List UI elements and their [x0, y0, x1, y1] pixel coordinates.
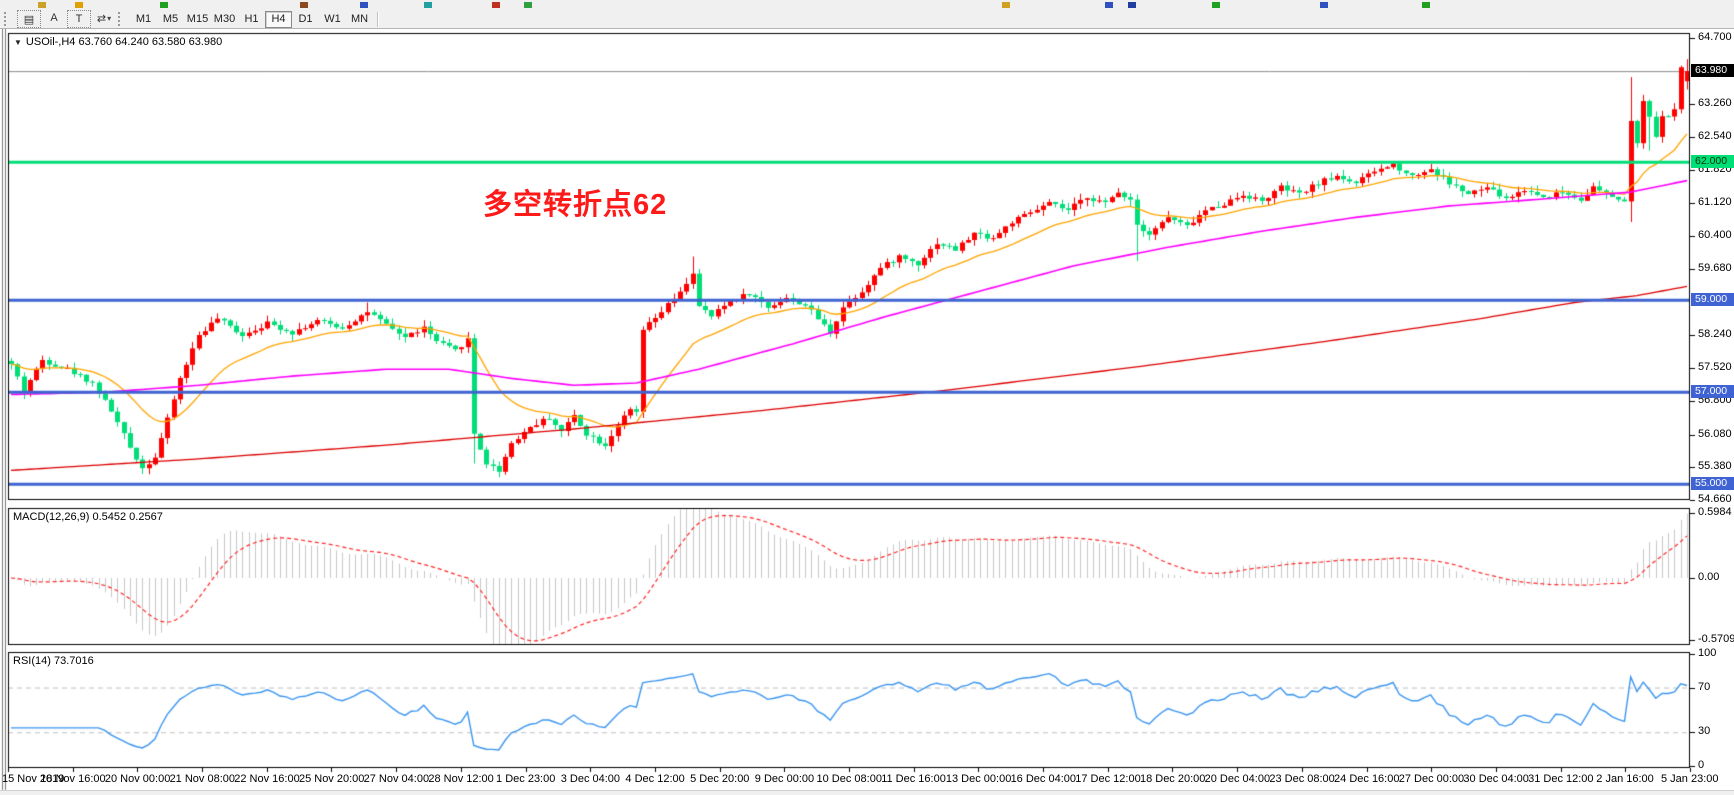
- price-level-tag: 57.000: [1691, 385, 1734, 399]
- x-axis-label: 11 Dec 16:00: [881, 773, 946, 785]
- price-tick-label: 60.400: [1698, 228, 1732, 241]
- price-level-tag: 55.000: [1691, 477, 1734, 491]
- x-axis-label: 5 Dec 20:00: [690, 773, 750, 785]
- text-annotation-icon[interactable]: A: [50, 12, 58, 24]
- price-tick-label: 56.080: [1698, 427, 1732, 440]
- symbol-ohlc-text: USOil-,H4 63.760 64.240 63.580 63.980: [25, 36, 223, 48]
- toolbar-separator: [377, 11, 379, 27]
- timeframe-button-m5[interactable]: M5: [162, 13, 179, 25]
- x-axis-label: 5 Jan 23:00: [1661, 773, 1719, 785]
- x-axis-label: 3 Dec 04:00: [560, 773, 621, 785]
- text-label-icon[interactable]: T: [67, 10, 91, 28]
- x-axis-label: 1 Dec 23:00: [496, 773, 556, 785]
- macd-tick-label: 0.00: [1698, 571, 1720, 583]
- x-axis-label: 31 Dec 12:00: [1528, 773, 1594, 785]
- clipped-icon: [300, 2, 308, 8]
- x-axis-label: 17 Dec 12:00: [1075, 773, 1141, 785]
- x-axis-label: 23 Dec 08:00: [1269, 773, 1335, 785]
- x-axis-label: 22 Nov 16:00: [234, 773, 300, 785]
- symbol-ohlc-line[interactable]: ▼ USOil-,H4 63.760 64.240 63.580 63.980: [14, 36, 222, 48]
- price-tick-label: 57.520: [1698, 361, 1732, 374]
- price-tick-label: 54.660: [1698, 492, 1732, 505]
- price-tick-label: 55.380: [1698, 459, 1732, 472]
- price-tick-label: 59.680: [1698, 261, 1732, 274]
- timeframe-button-m30[interactable]: M30: [213, 13, 236, 25]
- clipped-icon: [492, 2, 500, 8]
- macd-tick-label: 0.5984: [1698, 506, 1732, 518]
- price-level-tag: 59.000: [1691, 293, 1734, 307]
- price-tick-label: 58.240: [1698, 328, 1732, 341]
- template-grid-icon[interactable]: ▤: [17, 10, 41, 28]
- timeframe-button-mn[interactable]: MN: [350, 13, 369, 25]
- clipped-icon: [38, 2, 46, 8]
- price-tick-label: 62.540: [1698, 130, 1732, 143]
- window-bottom-strip: [0, 790, 1734, 795]
- rsi-tick-label: 70: [1698, 680, 1711, 693]
- clipped-icon: [1002, 2, 1010, 8]
- x-axis-label: 10 Dec 08:00: [816, 773, 882, 785]
- timeframe-button-m15[interactable]: M15: [186, 13, 209, 25]
- dropdown-caret-icon[interactable]: ▾: [107, 13, 112, 23]
- x-axis-label: 20 Dec 04:00: [1204, 773, 1271, 785]
- clipped-icon: [1422, 2, 1430, 8]
- chart-annotation-text[interactable]: 多空转折点62: [483, 189, 668, 221]
- toolbar-grip-2[interactable]: [118, 12, 126, 26]
- x-axis-label: 25 Nov 20:00: [298, 773, 365, 785]
- timeframe-button-h1[interactable]: H1: [244, 13, 259, 25]
- macd-tick-label: -0.5709: [1698, 632, 1734, 645]
- collapse-arrow-icon[interactable]: ▼: [14, 38, 22, 47]
- clipped-icon: [1320, 2, 1328, 8]
- rsi-tick-label: 30: [1698, 725, 1711, 738]
- rsi-tick-label: 100: [1698, 647, 1717, 659]
- clipped-icon: [360, 2, 368, 8]
- toolbar: ▤ A T ⇄ ▾ M1 M5 M15 M30 H1 H4 D1 W1 MN: [0, 10, 1734, 29]
- clipped-icon: [1212, 2, 1220, 8]
- x-axis-label: 30 Dec 04:00: [1463, 773, 1529, 785]
- x-axis-label: 16 Dec 04:00: [1010, 773, 1076, 785]
- rsi-indicator-label: RSI(14) 73.7016: [13, 655, 94, 667]
- price-tick-label: 61.120: [1698, 195, 1732, 208]
- clipped-icon: [1128, 2, 1136, 8]
- x-axis-label: 18 Dec 20:00: [1139, 773, 1206, 785]
- timeframe-button-h4[interactable]: H4: [265, 10, 292, 28]
- clipped-icon: [424, 2, 432, 8]
- x-axis-label: 28 Nov 12:00: [428, 773, 494, 785]
- timeframe-button-m1[interactable]: M1: [135, 13, 152, 25]
- x-axis-label: 24 Dec 16:00: [1334, 773, 1400, 785]
- current-price-tag: 63.980: [1691, 64, 1734, 78]
- price-level-tag: 62.000: [1691, 155, 1734, 169]
- x-axis-label: 9 Dec 00:00: [754, 773, 815, 785]
- x-axis-label: 18 Nov 16:00: [40, 773, 106, 785]
- clipped-icon: [160, 2, 168, 8]
- toolbar-grip[interactable]: [4, 12, 12, 26]
- x-axis-label: 13 Dec 00:00: [945, 773, 1012, 785]
- price-tick-label: 64.700: [1698, 31, 1732, 43]
- drawing-tools-icon[interactable]: ⇄ ▾: [96, 12, 112, 25]
- clipped-icon: [75, 2, 83, 8]
- timeframe-button-w1[interactable]: W1: [324, 13, 341, 25]
- clipped-icon: [524, 2, 532, 8]
- macd-indicator-label: MACD(12,26,9) 0.5452 0.2567: [13, 511, 163, 523]
- x-axis-label: 15 Nov 2019: [2, 773, 65, 785]
- x-axis-label: 2 Jan 16:00: [1596, 773, 1654, 785]
- x-axis-label: 27 Nov 04:00: [363, 773, 430, 785]
- x-axis-label: 21 Nov 08:00: [169, 773, 235, 785]
- x-axis-label: 4 Dec 12:00: [625, 773, 685, 785]
- x-axis-label: 27 Dec 00:00: [1398, 773, 1465, 785]
- x-axis-label: 20 Nov 00:00: [104, 773, 171, 785]
- timeframe-button-d1[interactable]: D1: [298, 13, 313, 25]
- price-tick-label: 63.260: [1698, 97, 1732, 110]
- rsi-tick-label: 0: [1698, 758, 1705, 771]
- clipped-icon: [1105, 2, 1113, 8]
